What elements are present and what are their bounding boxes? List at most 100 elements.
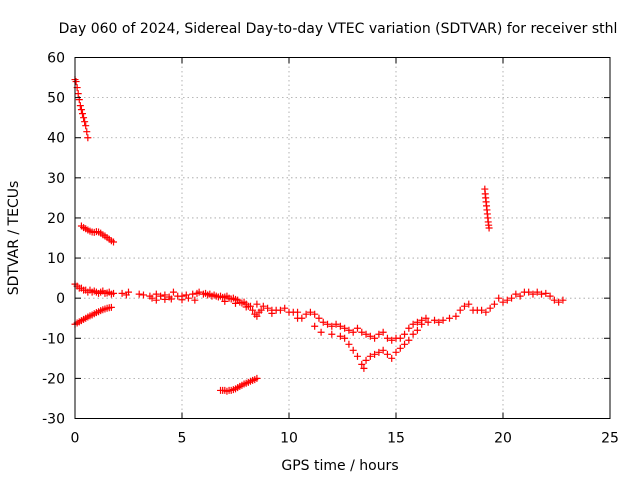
data-point xyxy=(76,102,84,110)
data-point xyxy=(253,312,261,320)
y-tick-label: -20 xyxy=(42,371,65,387)
data-point xyxy=(246,302,254,310)
data-point xyxy=(107,303,115,311)
data-point xyxy=(424,318,432,326)
data-point xyxy=(341,334,349,342)
data-point xyxy=(559,296,567,304)
data-point xyxy=(525,288,533,296)
data-point xyxy=(358,360,366,368)
x-axis-label: GPS time / hours xyxy=(281,458,398,474)
data-point xyxy=(465,300,473,308)
series-arc-18 xyxy=(77,222,118,246)
y-tick-label: 10 xyxy=(47,251,65,267)
data-point xyxy=(533,288,541,296)
data-point xyxy=(396,334,404,342)
y-tick-labels: -30 -20 -10 0 10 20 30 40 50 60 xyxy=(42,51,65,428)
data-point xyxy=(388,336,396,344)
data-point xyxy=(435,318,443,326)
data-point xyxy=(264,304,272,312)
data-point xyxy=(366,352,374,360)
data-point xyxy=(281,304,289,312)
data-point xyxy=(392,348,400,356)
data-point xyxy=(77,106,85,114)
data-point xyxy=(157,292,165,300)
series-late-baseline xyxy=(418,288,567,328)
data-point xyxy=(360,364,368,372)
data-point xyxy=(345,326,353,334)
data-point xyxy=(371,334,379,342)
data-point xyxy=(195,288,203,296)
data-point xyxy=(189,290,197,298)
data-point xyxy=(169,288,177,296)
data-point xyxy=(294,308,302,316)
data-point xyxy=(152,296,160,304)
data-point xyxy=(452,312,460,320)
data-point xyxy=(232,299,239,307)
data-point xyxy=(242,303,250,311)
data-point xyxy=(110,238,118,246)
data-point xyxy=(161,295,169,303)
data-point xyxy=(401,340,409,348)
data-point xyxy=(118,289,126,297)
data-point xyxy=(317,328,325,336)
data-point xyxy=(460,302,468,310)
y-tick-label: 0 xyxy=(56,291,65,307)
data-point xyxy=(362,356,370,364)
data-point xyxy=(78,110,86,118)
data-point xyxy=(259,302,267,310)
y-tick-label: 20 xyxy=(47,211,65,227)
series-dip-upper xyxy=(294,308,430,344)
data-point xyxy=(439,316,447,324)
data-point xyxy=(336,322,344,330)
grid xyxy=(75,57,610,419)
data-point xyxy=(253,374,261,382)
data-point xyxy=(178,296,186,304)
data-point xyxy=(478,306,486,314)
data-point xyxy=(139,291,147,299)
x-tick-label: 10 xyxy=(280,431,298,447)
data-point xyxy=(379,346,387,354)
data-point xyxy=(184,294,192,302)
data-point xyxy=(413,326,421,334)
data-point xyxy=(409,330,417,338)
data-point xyxy=(542,289,550,297)
series-baseline-lower xyxy=(152,294,276,320)
data-point xyxy=(167,295,175,303)
x-tick-labels: 0 5 10 15 20 25 xyxy=(71,431,619,447)
data-point xyxy=(221,297,229,305)
data-point xyxy=(401,330,409,338)
data-point xyxy=(353,352,361,360)
data-point xyxy=(345,340,353,348)
data-point xyxy=(456,306,464,314)
data-point xyxy=(298,314,306,322)
x-tick-label: 0 xyxy=(71,431,80,447)
data-point xyxy=(302,310,310,318)
data-point xyxy=(74,90,82,98)
series-baseline xyxy=(71,280,302,322)
data-point xyxy=(503,296,511,304)
series-arc-neg20 xyxy=(217,374,261,395)
data-point xyxy=(80,114,88,122)
data-point xyxy=(516,292,524,300)
data-point xyxy=(257,306,265,314)
data-point xyxy=(550,296,558,304)
data-point xyxy=(336,332,344,340)
data-point xyxy=(328,322,336,330)
data-point xyxy=(405,324,413,332)
data-point xyxy=(446,314,453,322)
data-point xyxy=(81,118,89,126)
data-point xyxy=(152,290,160,298)
x-tick-label: 20 xyxy=(494,431,512,447)
data-point xyxy=(555,298,563,306)
data-point xyxy=(341,324,349,332)
data-point xyxy=(358,328,366,336)
data-point xyxy=(529,290,537,298)
data-point xyxy=(349,328,357,336)
data-point xyxy=(546,292,554,300)
y-tick-label: -10 xyxy=(42,331,65,347)
data-point xyxy=(324,320,332,328)
data-point xyxy=(485,224,493,232)
data-point xyxy=(409,320,417,328)
